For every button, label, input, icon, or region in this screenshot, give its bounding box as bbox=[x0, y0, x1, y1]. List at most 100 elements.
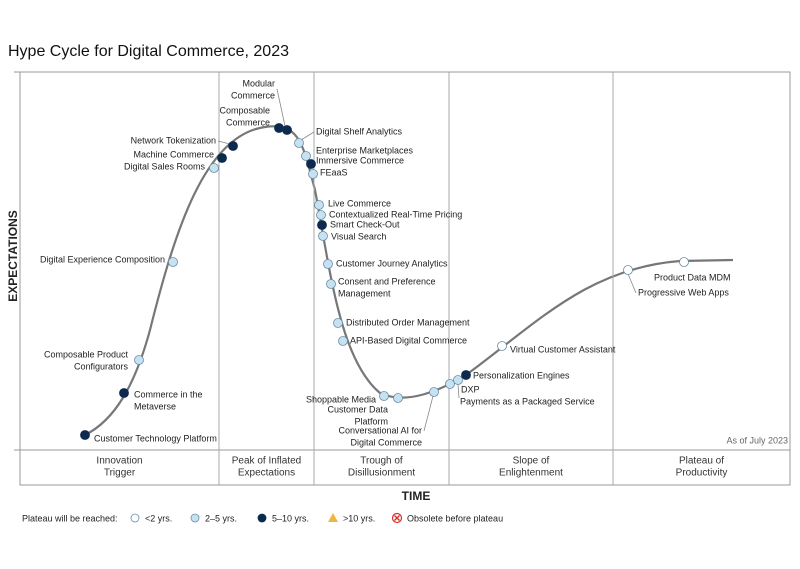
technology-marker bbox=[217, 153, 227, 163]
technology-label: Digital Sales Rooms bbox=[124, 161, 206, 171]
technology-label: Enterprise Marketplaces bbox=[316, 145, 414, 155]
technology-label: Management bbox=[338, 288, 391, 298]
technology-marker bbox=[282, 125, 292, 135]
phase-label: Enlightenment bbox=[499, 468, 563, 479]
technology-marker bbox=[228, 141, 238, 151]
technology-marker bbox=[119, 388, 129, 398]
leader-line bbox=[217, 140, 231, 145]
technology-label: Metaverse bbox=[134, 401, 176, 411]
legend-marker bbox=[190, 513, 200, 523]
technology-label: FEaaS bbox=[320, 167, 348, 177]
technology-label: Machine Commerce bbox=[133, 149, 214, 159]
technology-marker bbox=[333, 318, 343, 328]
technology-marker bbox=[453, 375, 463, 385]
phase-label: Slope of bbox=[513, 456, 550, 467]
technology-label: Distributed Order Management bbox=[346, 317, 470, 327]
leader-line bbox=[300, 131, 315, 141]
legend-marker bbox=[394, 515, 400, 521]
technology-marker bbox=[274, 123, 284, 133]
legend-label: <2 yrs. bbox=[145, 513, 172, 523]
technology-marker bbox=[306, 159, 316, 169]
phase-label: Disillusionment bbox=[348, 468, 415, 479]
technology-marker bbox=[429, 387, 439, 397]
technology-marker bbox=[326, 279, 336, 289]
phase-label: Innovation bbox=[96, 456, 142, 467]
technology-label: Platform bbox=[354, 416, 388, 426]
technology-label: Contextualized Real-Time Pricing bbox=[329, 209, 462, 219]
technology-marker bbox=[294, 138, 304, 148]
technology-label: Payments as a Packaged Service bbox=[460, 396, 595, 406]
legend-label: 2–5 yrs. bbox=[205, 513, 237, 523]
technology-label: Consent and Preference bbox=[338, 276, 436, 286]
technology-marker bbox=[679, 257, 689, 267]
technology-label: Personalization Engines bbox=[473, 370, 570, 380]
title: Hype Cycle for Digital Commerce, 2023 bbox=[8, 43, 289, 60]
leader-line bbox=[423, 395, 434, 432]
technology-marker bbox=[323, 259, 333, 269]
phase-label: Expectations bbox=[238, 468, 295, 479]
technology-label: Immersive Commerce bbox=[316, 155, 404, 165]
legend-marker bbox=[257, 513, 267, 523]
technology-label: Conversational AI for bbox=[338, 425, 422, 435]
technology-marker bbox=[301, 151, 311, 161]
technology-label: Commerce in the bbox=[134, 389, 203, 399]
technology-marker bbox=[209, 163, 219, 173]
technology-marker bbox=[168, 257, 178, 267]
technology-marker bbox=[379, 391, 389, 401]
legend-marker bbox=[130, 513, 140, 523]
technology-marker bbox=[80, 430, 90, 440]
leader-line bbox=[457, 383, 460, 399]
technology-marker bbox=[497, 341, 507, 351]
technology-marker bbox=[461, 370, 471, 380]
legend-label: Obsolete before plateau bbox=[407, 513, 503, 523]
curve bbox=[84, 125, 734, 436]
technology-label: Composable bbox=[219, 105, 270, 115]
technology-label: API-Based Digital Commerce bbox=[350, 335, 467, 345]
phase-label: Plateau of bbox=[679, 456, 724, 467]
phase-label: Trough of bbox=[360, 456, 403, 467]
technology-label: Customer Technology Platform bbox=[94, 433, 217, 443]
technology-marker bbox=[314, 200, 324, 210]
legend-label: 5–10 yrs. bbox=[272, 513, 309, 523]
leader-line bbox=[276, 88, 286, 127]
technology-label: Customer Journey Analytics bbox=[336, 258, 448, 268]
technology-marker bbox=[318, 231, 328, 241]
technology-marker bbox=[445, 379, 455, 389]
technology-marker bbox=[308, 169, 318, 179]
technology-label: Commerce bbox=[226, 117, 270, 127]
technology-label: DXP bbox=[461, 384, 480, 394]
legend-label: >10 yrs. bbox=[343, 513, 375, 523]
technology-marker bbox=[134, 355, 144, 365]
technology-marker bbox=[316, 210, 326, 220]
legend-marker bbox=[328, 513, 338, 522]
technology-label: Digital Experience Composition bbox=[40, 254, 165, 264]
technology-label: Virtual Customer Assistant bbox=[510, 344, 616, 354]
technology-label: Configurators bbox=[74, 361, 129, 371]
technology-marker bbox=[317, 220, 327, 230]
technology-label: Customer Data bbox=[327, 404, 388, 414]
technology-marker bbox=[338, 336, 348, 346]
legend-title: Plateau will be reached: bbox=[22, 513, 118, 523]
technology-label: Visual Search bbox=[331, 231, 386, 241]
technology-marker bbox=[393, 393, 403, 403]
technology-label: Digital Shelf Analytics bbox=[316, 126, 403, 136]
frame bbox=[19, 71, 791, 486]
phase-label: Peak of Inflated bbox=[232, 456, 302, 467]
technology-label: Modular bbox=[242, 78, 275, 88]
technology-label: Commerce bbox=[231, 90, 275, 100]
x-axis-label: TIME bbox=[402, 489, 431, 503]
phase-label: Trigger bbox=[104, 468, 136, 479]
technology-label: Network Tokenization bbox=[131, 135, 216, 145]
technology-label: Digital Commerce bbox=[350, 437, 422, 447]
phase-label: Productivity bbox=[676, 468, 728, 479]
note: As of July 2023 bbox=[726, 435, 788, 445]
y-axis-label: EXPECTATIONS bbox=[6, 210, 20, 302]
technology-label: Live Commerce bbox=[328, 198, 391, 208]
technology-label: Progressive Web Apps bbox=[638, 287, 729, 297]
technology-label: Shoppable Media bbox=[306, 394, 376, 404]
technology-label: Smart Check-Out bbox=[330, 219, 400, 229]
technology-label: Composable Product bbox=[44, 349, 129, 359]
technology-marker bbox=[623, 265, 633, 275]
technology-label: Product Data MDM bbox=[654, 272, 731, 282]
